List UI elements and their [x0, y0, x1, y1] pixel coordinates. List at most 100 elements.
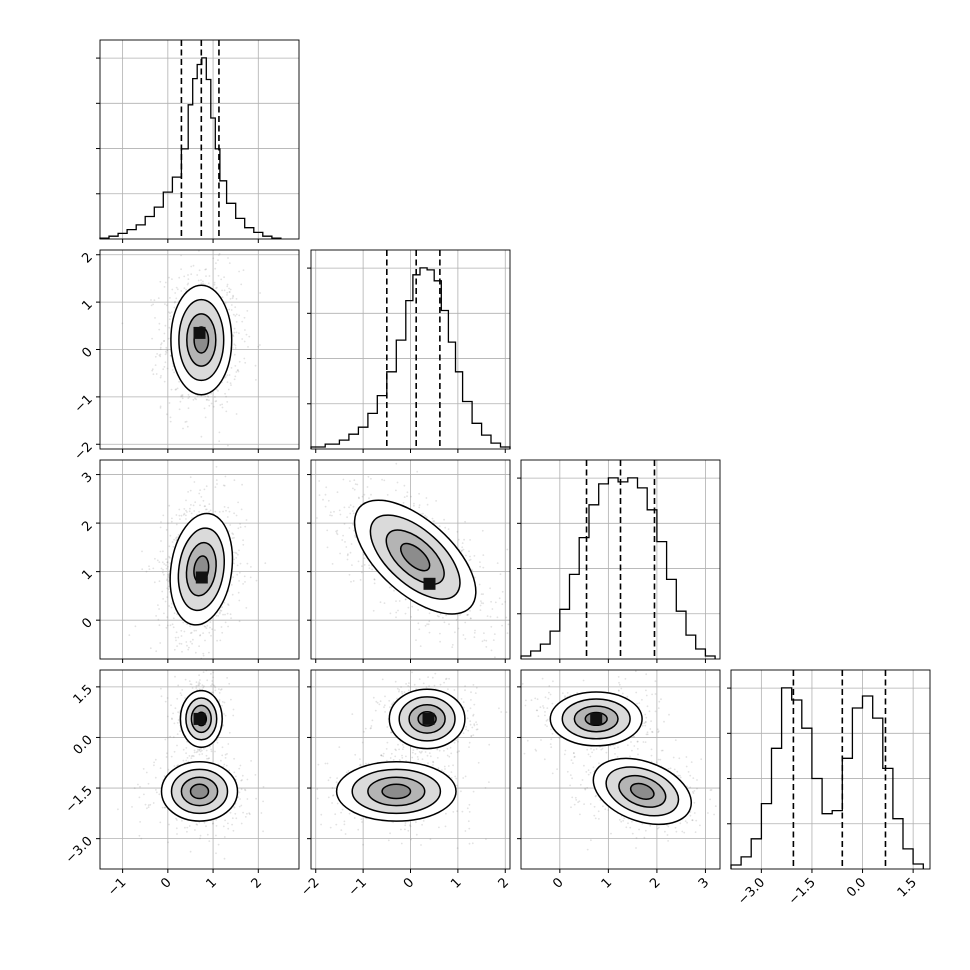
scatter-point	[361, 821, 363, 823]
scatter-point	[230, 309, 233, 311]
scatter-point	[404, 828, 406, 831]
scatter-point	[214, 267, 217, 270]
scatter-point	[165, 756, 168, 758]
scatter-point	[199, 504, 201, 507]
scatter-point	[246, 812, 248, 815]
scatter-point	[160, 687, 162, 690]
scatter-point	[158, 328, 161, 331]
scatter-point	[174, 707, 177, 710]
scatter-point	[233, 806, 236, 809]
scatter-point	[488, 743, 491, 746]
scatter-point	[238, 360, 241, 363]
scatter-point	[167, 588, 170, 591]
scatter-point	[368, 497, 370, 500]
scatter-point	[480, 593, 483, 595]
scatter-point	[226, 291, 229, 294]
scatter-point	[255, 379, 257, 381]
scatter-point	[467, 613, 470, 616]
scatter-point	[447, 688, 449, 691]
scatter-point	[394, 748, 397, 751]
scatter-point	[185, 288, 188, 291]
scatter-point	[332, 794, 334, 797]
scatter-point	[360, 571, 363, 574]
scatter-point	[438, 615, 440, 618]
scatter-point	[195, 823, 198, 826]
scatter-point	[244, 361, 247, 364]
scatter-point	[391, 702, 394, 705]
scatter-point	[167, 576, 170, 578]
scatter-point	[398, 690, 400, 693]
scatter-point	[181, 819, 183, 822]
scatter-point	[238, 805, 241, 808]
scatter-point	[153, 764, 155, 767]
scatter-point	[382, 752, 385, 755]
scatter-point	[204, 508, 207, 511]
scatter-point	[221, 631, 224, 634]
scatter-point	[342, 478, 345, 481]
scatter-point	[351, 510, 354, 512]
scatter-point	[461, 546, 464, 549]
scatter-point	[346, 558, 349, 561]
scatter-point	[392, 821, 394, 824]
scatter-point	[185, 514, 187, 517]
scatter-point	[648, 710, 651, 713]
scatter-point	[235, 775, 237, 778]
scatter-point	[246, 778, 249, 781]
scatter-point	[235, 557, 238, 559]
scatter-point	[168, 276, 170, 279]
scatter-point	[490, 625, 493, 628]
scatter-point	[493, 633, 496, 635]
scatter-point	[227, 388, 230, 391]
scatter-point	[466, 807, 469, 810]
scatter-point	[164, 281, 167, 284]
scatter-point	[238, 314, 241, 317]
scatter-point	[155, 791, 158, 794]
scatter-point	[158, 561, 161, 563]
scatter-point	[466, 614, 469, 616]
scatter-point	[391, 703, 393, 706]
scatter-point	[657, 731, 660, 734]
scatter-point	[590, 747, 592, 750]
scatter-point	[483, 632, 485, 635]
scatter-point	[164, 806, 167, 809]
scatter-point	[573, 755, 576, 758]
scatter-point	[468, 811, 471, 813]
scatter-point	[159, 280, 162, 283]
scatter-point	[202, 686, 205, 689]
scatter-point	[157, 604, 159, 606]
scatter-point	[617, 746, 619, 749]
scatter-point	[168, 555, 170, 558]
scatter-point	[190, 755, 193, 757]
scatter-point	[190, 504, 192, 506]
scatter-point	[470, 734, 473, 737]
scatter-point	[198, 688, 201, 691]
scatter-point	[244, 525, 247, 528]
scatter-point	[189, 850, 192, 853]
histogram-step	[520, 477, 716, 659]
scatter-point	[185, 518, 187, 520]
scatter-point	[465, 728, 467, 731]
scatter-point	[457, 740, 459, 743]
scatter-point	[364, 727, 367, 730]
scatter-point	[383, 704, 386, 707]
scatter-point	[427, 676, 429, 678]
scatter-point	[169, 354, 172, 357]
scatter-point	[163, 340, 165, 342]
scatter-point	[155, 789, 157, 791]
histogram-panel-0	[96, 39, 300, 243]
scatter-point	[233, 331, 236, 334]
scatter-point	[157, 618, 160, 621]
scatter-point	[223, 484, 226, 487]
scatter-point	[176, 697, 179, 700]
scatter-point	[206, 757, 208, 760]
scatter-point	[145, 570, 148, 573]
scatter-point	[191, 642, 194, 645]
scatter-point	[175, 523, 178, 526]
scatter-point	[224, 714, 227, 717]
scatter-point	[173, 306, 176, 309]
scatter-point	[455, 618, 458, 621]
scatter-point	[468, 559, 471, 562]
scatter-point	[353, 479, 356, 482]
scatter-point	[460, 790, 462, 793]
scatter-point	[152, 802, 155, 804]
